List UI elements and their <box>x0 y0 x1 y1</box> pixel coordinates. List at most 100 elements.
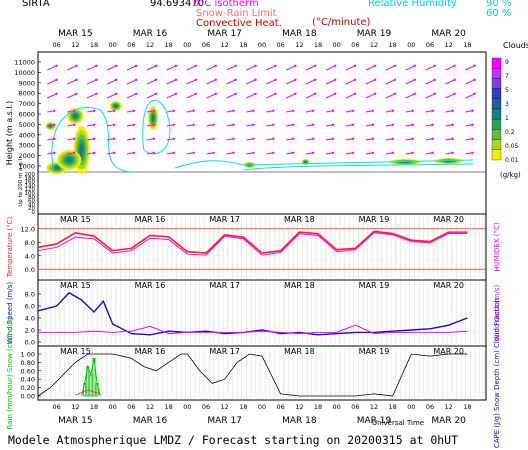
wind-arrow-head <box>214 78 217 81</box>
wind-arrow-head <box>252 109 255 112</box>
bottom-day-label: MAR 15 <box>58 416 93 426</box>
colorbar-swatch <box>491 68 502 79</box>
wind-arrow-head <box>274 64 277 67</box>
colorbar-tick-label: 9 <box>505 59 509 66</box>
wind-arrow <box>86 79 97 85</box>
bottom-hour-label: 00 <box>258 403 266 411</box>
wind-arrow-head <box>194 64 197 67</box>
top-hour-label: 00 <box>258 41 266 49</box>
cloud-blob <box>79 143 84 157</box>
wind-arrow-head <box>453 92 456 95</box>
wind-arrow-head <box>72 109 76 112</box>
wind-arrow <box>47 79 57 85</box>
rain-bar <box>89 374 93 397</box>
colorbar-tick-label: 1 <box>505 115 509 122</box>
rain-bar <box>95 382 99 397</box>
bottom-hour-label: 18 <box>314 403 322 411</box>
wind-arrow-head <box>92 137 96 140</box>
wind-arrow-head <box>391 137 394 140</box>
wind-arrow-head <box>451 109 454 112</box>
wind-arrow-head <box>411 109 414 112</box>
wind-arrow <box>47 93 57 99</box>
wind-arrow-head <box>413 78 416 81</box>
wind-arrow <box>345 79 356 85</box>
wind-arrow-head <box>433 92 436 95</box>
wind-arrow <box>266 79 276 85</box>
station-coords: 94.693470 <box>150 0 205 9</box>
wind-arrow-head <box>291 123 295 126</box>
wind-arrow-head <box>72 137 76 140</box>
wind-arrow <box>286 93 296 99</box>
wind-arrow-head <box>272 123 275 126</box>
legend-isotherm: 0°C isotherm <box>193 0 259 9</box>
humidity-contour <box>243 163 474 171</box>
wind-arrow-head <box>232 151 235 154</box>
wind-arrow-head <box>194 78 197 81</box>
bottom-hour-label: 12 <box>370 403 378 411</box>
colorbar-unit: (g/kg) <box>500 171 521 179</box>
bottom-hour-label: 06 <box>351 403 359 411</box>
height-tick-label: 4000 <box>18 131 35 139</box>
bottom-hour-label: 18 <box>239 403 247 411</box>
bottom-hour-label: 00 <box>109 403 117 411</box>
station-name: SIRTA <box>22 0 50 9</box>
wind-arrow <box>186 65 196 71</box>
wind-arrow-head <box>451 151 454 154</box>
y-tick-label: 0.0 <box>25 339 35 347</box>
panel-day-label: MAR 16 <box>135 281 166 290</box>
wind-arrow-head <box>353 64 357 67</box>
wind-arrow <box>305 79 316 85</box>
top-hour-label: 18 <box>90 41 98 49</box>
wind-arrow-head <box>471 151 474 154</box>
wind-arrow <box>67 65 77 71</box>
top-hour-label: 12 <box>445 41 453 49</box>
wind-arrow <box>266 65 276 71</box>
wind-arrow <box>126 79 137 85</box>
panel-day-label: MAR 20 <box>433 215 464 224</box>
wind-arrow-head <box>351 137 355 140</box>
bottom-hour-label: 12 <box>445 403 453 411</box>
wind-arrow-head <box>353 92 357 95</box>
left-axis-label: Temperature (°C) <box>6 217 14 279</box>
top-hour-label: 00 <box>183 41 191 49</box>
wind-arrow-head <box>431 151 434 154</box>
panel-day-label: MAR 15 <box>60 215 91 224</box>
wind-arrow <box>146 79 157 85</box>
wind-arrow-head <box>53 109 56 112</box>
wind-arrow <box>325 79 336 85</box>
top-hour-label: 06 <box>127 41 135 49</box>
top-hour-label: 18 <box>239 41 247 49</box>
rain-bar <box>86 366 90 397</box>
wind-arrow-head <box>114 78 118 81</box>
wind-arrow-head <box>391 109 394 112</box>
wind-arrow-head <box>274 92 277 95</box>
cape-line <box>75 389 101 396</box>
wind-arrow <box>305 65 316 71</box>
top-hour-label: 12 <box>146 41 154 49</box>
y-tick-label: 0.0 <box>25 266 35 274</box>
wind-arrow <box>445 65 455 71</box>
top-hour-label: 18 <box>314 41 322 49</box>
panel-day-label: MAR 18 <box>284 281 315 290</box>
wind-arrow-head <box>112 109 116 112</box>
y-tick-label: 4.0 <box>25 252 35 260</box>
height-tick-label: 6000 <box>18 111 35 119</box>
wind-arrow-head <box>431 109 434 112</box>
bottom-hour-label: 06 <box>127 403 135 411</box>
height-tick-label: 10000 <box>14 69 35 77</box>
height-tick-label: 5000 <box>18 121 35 129</box>
wind-arrow <box>305 93 316 99</box>
colorbar-swatch <box>491 129 502 140</box>
bottom-hour-label: 18 <box>90 403 98 411</box>
colorbar-swatch <box>491 98 502 110</box>
wind-arrow <box>405 65 416 71</box>
wind-arrow <box>345 65 356 71</box>
wind-arrow-head <box>232 137 235 140</box>
low-height-tick-label: 60 <box>28 199 35 205</box>
wind-arrow <box>166 65 177 71</box>
wind-arrow-head <box>212 123 215 126</box>
wind-arrow-head <box>411 123 414 126</box>
bottom-hour-label: 00 <box>333 403 341 411</box>
top-hour-label: 12 <box>370 41 378 49</box>
humidity-contour <box>51 107 132 173</box>
